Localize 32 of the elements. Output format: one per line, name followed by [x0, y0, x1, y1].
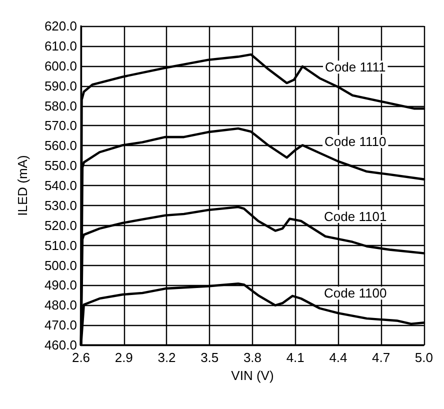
- y-tick-label: 460.0: [44, 338, 77, 352]
- x-tick-label: 4.7: [372, 350, 390, 365]
- y-tick-label: 500.0: [44, 258, 77, 273]
- y-tick-label: 580.0: [44, 98, 77, 114]
- x-tick-label: 2.6: [72, 350, 90, 365]
- y-tick-label: 530.0: [44, 198, 77, 213]
- y-tick-label: 520.0: [44, 218, 77, 233]
- series-label: Code 1101: [324, 208, 387, 224]
- series-label: Code 1110: [324, 134, 386, 149]
- x-axis-title: VIN (V): [231, 368, 274, 383]
- x-tick-label: 3.8: [243, 350, 262, 365]
- y-tick-label: 510.0: [44, 238, 77, 253]
- series-label: Code 1111: [325, 60, 386, 75]
- y-tick-label: 490.0: [44, 278, 77, 293]
- x-tick-label: 4.1: [286, 350, 304, 365]
- y-tick-label: 620.0: [44, 18, 77, 34]
- series-label: Code 1100: [324, 286, 387, 301]
- y-tick-label: 480.0: [44, 298, 77, 313]
- y-tick-label: 540.0: [44, 178, 77, 193]
- y-tick-label: 590.0: [44, 78, 77, 94]
- x-tick-label: 2.9: [114, 350, 133, 365]
- x-tick-label: 5.0: [414, 350, 434, 365]
- x-tick-label: 4.4: [329, 350, 348, 365]
- y-tick-label: 470.0: [44, 318, 77, 333]
- x-tick-label: 3.5: [200, 350, 219, 365]
- y-tick-label: 610.0: [44, 38, 77, 54]
- y-tick-label: 570.0: [44, 118, 77, 134]
- y-tick-label: 560.0: [44, 138, 77, 154]
- y-tick-label: 550.0: [44, 158, 77, 174]
- y-axis-title: ILED (mA): [15, 155, 30, 216]
- y-tick-label: 600.0: [44, 58, 77, 74]
- x-tick-label: 3.2: [158, 350, 176, 365]
